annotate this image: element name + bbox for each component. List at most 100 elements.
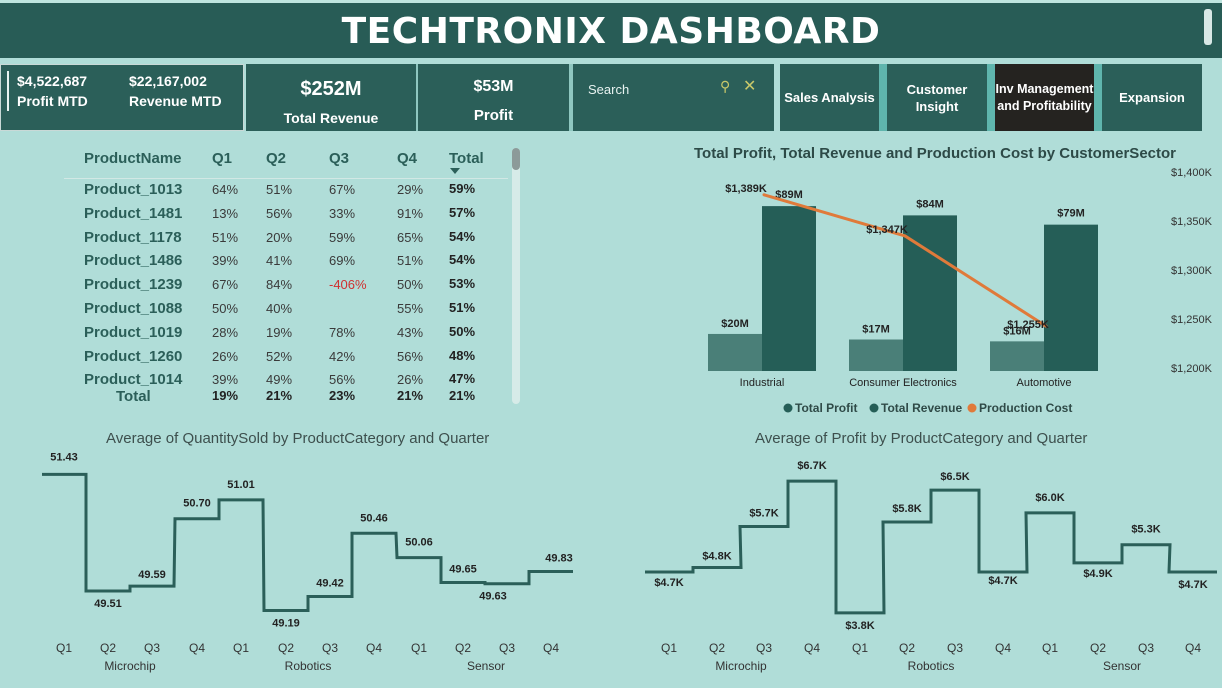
product-table: ProductName Q1 Q2 Q3 Q4 Total Product_10… [64, 144, 516, 406]
table-scrollbar-thumb[interactable] [512, 148, 520, 170]
production-cost-label: $1,389K [725, 183, 767, 195]
product-name-cell: Product_1486 [84, 252, 183, 270]
close-icon[interactable]: ✕ [743, 78, 757, 95]
step-data-label: 49.65 [449, 564, 477, 576]
column-header-q4[interactable]: Q4 [397, 150, 418, 167]
product-name-cell: Product_1013 [84, 181, 183, 198]
cell-q2: 56% [266, 205, 293, 221]
table-total-row[interactable]: Total 19% 21% 23% 21% 21% [64, 388, 508, 412]
legend-marker[interactable] [967, 403, 977, 413]
category-group-label: Microchip [715, 659, 767, 673]
step-data-label: $4.9K [1083, 568, 1112, 580]
cell-q1: 50% [212, 301, 239, 316]
category-group-label: Sensor [1103, 659, 1141, 673]
quarter-tick-label: Q2 [455, 641, 471, 655]
search-input[interactable]: Search [588, 82, 630, 97]
profit-bar[interactable] [990, 341, 1044, 371]
column-header-productname[interactable]: ProductName [84, 150, 182, 167]
total-label: Total [116, 388, 151, 405]
search-icon[interactable]: ⚲ [720, 78, 731, 94]
category-label: Industrial [740, 377, 785, 389]
legend-label: Total Profit [795, 401, 857, 415]
table-row[interactable]: Product_1014 39% 49% 56% 26% 47% [64, 371, 508, 393]
profit-bar[interactable] [849, 339, 903, 371]
cell-total: 51% [449, 300, 476, 315]
cell-q2: 84% [266, 277, 293, 293]
quarter-tick-label: Q1 [56, 641, 72, 655]
cell-q2: 52% [266, 348, 293, 364]
table-row[interactable]: Product_1260 26% 52% 42% 56% 48% [64, 348, 508, 370]
customer-insight-button[interactable]: Customer Insight [887, 64, 987, 131]
cell-total: 53% [449, 276, 476, 292]
category-group-label: Microchip [104, 659, 156, 673]
table-scrollbar-track[interactable] [512, 148, 520, 404]
quarter-tick-label: Q4 [995, 641, 1011, 655]
step-line[interactable] [42, 472, 573, 612]
cell-q4: 56% [397, 348, 424, 364]
column-header-total[interactable]: Total [449, 150, 484, 167]
step-data-label: $4.8K [702, 550, 731, 562]
cell-total: 50% [449, 323, 476, 339]
column-header-q2[interactable]: Q2 [266, 150, 287, 167]
product-name-cell: Product_1014 [84, 371, 183, 389]
legend-marker[interactable] [783, 403, 793, 413]
step-data-label: 49.19 [272, 617, 300, 629]
product-name-cell: Product_1481 [84, 204, 183, 222]
quarter-tick-label: Q1 [411, 641, 427, 655]
step-data-label: $5.8K [892, 503, 921, 515]
inv-management-button[interactable]: Inv Management and Profitability [995, 64, 1094, 131]
quarter-tick-label: Q2 [278, 641, 294, 655]
production-cost-label: $1,347K [866, 224, 908, 236]
product-name-cell: Product_1260 [84, 347, 183, 365]
table-row[interactable]: Product_1239 67% 84% -406% 50% 53% [64, 276, 508, 298]
sales-analysis-button[interactable]: Sales Analysis [780, 64, 879, 131]
table-row[interactable]: Product_1013 64% 51% 67% 29% 59% [64, 181, 508, 203]
revenue-bar[interactable] [1044, 224, 1098, 371]
step-data-label: $5.7K [749, 508, 778, 520]
window-scrollbar[interactable] [1204, 9, 1212, 45]
category-group-label: Robotics [908, 659, 955, 673]
product-name-cell: Product_1178 [84, 228, 182, 246]
step-data-label: $4.7K [1178, 579, 1207, 591]
revenue-data-label: $84M [916, 198, 944, 210]
revenue-bar[interactable] [762, 206, 816, 371]
cell-q1: 67% [212, 277, 239, 293]
quarter-tick-label: Q4 [1185, 641, 1201, 655]
step-data-label: 49.63 [479, 591, 507, 603]
table-row[interactable]: Product_1019 28% 19% 78% 43% 50% [64, 324, 508, 346]
profit-bar[interactable] [708, 333, 762, 371]
profit-step-chart: $4.7K Q1 $4.8K Q2 $5.7K Q3 $6.7K Q4 $3.8K Q1 $5.8K… [645, 460, 1217, 673]
cell-total: 48% [449, 347, 476, 363]
quarter-tick-label: Q3 [756, 641, 772, 655]
table-row[interactable]: Product_1088 50% 40% 55% 51% [64, 300, 508, 322]
production-cost-point[interactable] [762, 193, 766, 197]
step-data-label: 49.51 [94, 598, 122, 610]
column-header-q3[interactable]: Q3 [329, 150, 350, 167]
cell-q4: 55% [397, 301, 424, 316]
step-data-label: $6.7K [797, 460, 826, 472]
combo-chart: $1,400K $1,350K $1,300K $1,250K $1,200K $20M $… [708, 167, 1213, 415]
cell-total: 57% [449, 204, 476, 220]
search-box[interactable]: Search ⚲ ✕ [573, 64, 774, 131]
right-axis-tick-label: $1,400K [1171, 167, 1213, 179]
table-row[interactable]: Product_1486 39% 41% 69% 51% 54% [64, 252, 508, 274]
cell-total: 59% [449, 181, 476, 196]
cell-q2: 40% [266, 301, 293, 316]
table-row[interactable]: Product_1178 51% 20% 59% 65% 54% [64, 229, 508, 251]
expansion-button[interactable]: Expansion [1102, 64, 1202, 131]
legend-marker[interactable] [869, 403, 879, 413]
step-line[interactable] [645, 479, 1217, 615]
cell-total: 54% [449, 228, 476, 244]
production-cost-point[interactable] [1044, 324, 1048, 328]
dashboard-title: TECHTRONIX DASHBOARD [341, 11, 881, 52]
step-data-label: 49.83 [545, 553, 573, 565]
production-cost-point[interactable] [903, 234, 907, 238]
table-row[interactable]: Product_1481 13% 56% 33% 91% 57% [64, 205, 508, 227]
header-rule [64, 178, 508, 179]
sort-desc-icon[interactable] [450, 168, 460, 174]
column-header-q1[interactable]: Q1 [212, 150, 233, 167]
category-label: Automotive [1016, 377, 1071, 389]
quarter-tick-label: Q2 [1090, 641, 1106, 655]
revenue-mtd: $22,167,002 Revenue MTD [129, 71, 222, 111]
profit-label: Profit [473, 107, 514, 124]
